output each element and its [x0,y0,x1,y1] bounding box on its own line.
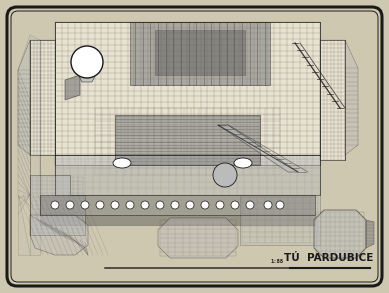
Circle shape [126,201,134,209]
Circle shape [171,201,179,209]
Text: 1:88: 1:88 [271,259,284,264]
Polygon shape [115,115,260,165]
Polygon shape [30,215,88,255]
Polygon shape [218,125,298,172]
Circle shape [66,201,74,209]
Polygon shape [55,22,320,165]
Circle shape [264,201,272,209]
Polygon shape [18,40,30,155]
Circle shape [96,201,104,209]
Circle shape [111,201,119,209]
Polygon shape [366,220,374,248]
Circle shape [231,201,239,209]
Polygon shape [78,66,96,82]
Polygon shape [320,40,345,160]
Circle shape [201,201,209,209]
Circle shape [213,163,237,187]
Circle shape [186,201,194,209]
Ellipse shape [234,158,252,168]
Circle shape [81,201,89,209]
Circle shape [156,201,164,209]
Polygon shape [40,195,315,215]
Polygon shape [240,195,320,245]
Polygon shape [55,155,320,195]
Polygon shape [345,40,358,155]
Circle shape [51,201,59,209]
Polygon shape [130,22,270,85]
Circle shape [246,201,254,209]
Polygon shape [314,210,366,258]
Polygon shape [18,195,55,255]
Circle shape [216,201,224,209]
Polygon shape [30,175,85,235]
Polygon shape [30,40,55,155]
Circle shape [71,46,103,78]
Ellipse shape [113,158,131,168]
Polygon shape [158,218,238,258]
Circle shape [141,201,149,209]
Polygon shape [155,30,245,75]
Circle shape [276,201,284,209]
Polygon shape [18,35,40,215]
Polygon shape [40,215,315,225]
Polygon shape [65,75,80,100]
Text: TÚ  PARDUBICE: TÚ PARDUBICE [284,253,373,263]
